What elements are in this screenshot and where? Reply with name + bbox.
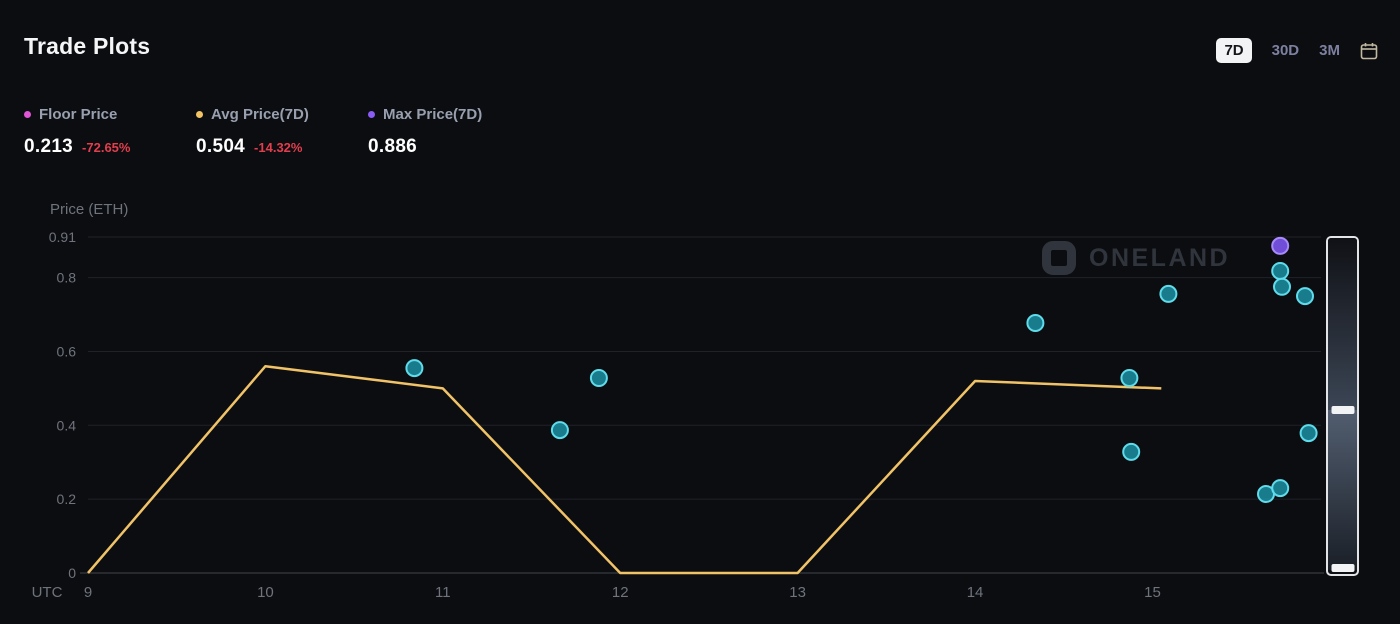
max-price-label: Max Price(7D) — [383, 106, 483, 123]
max-price-dot-icon — [368, 111, 375, 118]
trade-point[interactable] — [1026, 314, 1045, 332]
avg-price-label: Avg Price(7D) — [211, 106, 309, 123]
trade-point[interactable] — [1159, 284, 1178, 303]
avg-price-change: -14.32% — [254, 140, 303, 155]
datazoom-selected-range[interactable] — [1328, 410, 1357, 570]
calendar-button[interactable] — [1360, 42, 1378, 60]
legend: Floor Price 0.213 -72.65% Avg Price(7D) … — [24, 106, 506, 158]
x-tick-label: 15 — [1144, 584, 1161, 601]
y-tick-label: 0.4 — [57, 417, 77, 433]
legend-item-avg-price[interactable]: Avg Price(7D) 0.504 -14.32% — [196, 106, 334, 158]
trade-point[interactable] — [1273, 277, 1291, 296]
trade-point[interactable] — [550, 421, 569, 440]
y-tick-label: 0.2 — [57, 491, 77, 507]
avg-price-value: 0.504 — [196, 136, 246, 157]
legend-item-floor-price[interactable]: Floor Price 0.213 -72.65% — [24, 106, 162, 158]
max-price-point[interactable] — [1271, 236, 1290, 255]
y-tick-label: 0.8 — [57, 270, 77, 286]
x-tick-label: 9 — [84, 584, 92, 601]
page-title: Trade Plots — [24, 33, 151, 59]
trade-point[interactable] — [1271, 479, 1290, 498]
x-tick-label: 10 — [257, 584, 274, 601]
x-tick-label: 14 — [967, 584, 984, 601]
y-axis-title: Price (ETH) — [50, 201, 128, 218]
range-selector: 7D 30D 3M — [1216, 38, 1378, 63]
floor-price-change: -72.65% — [82, 140, 131, 155]
calendar-icon — [1360, 42, 1378, 59]
watermark-text: ONELAND — [1089, 243, 1231, 272]
datazoom-handle-top[interactable] — [1331, 406, 1354, 414]
oneland-logo-icon — [1042, 241, 1076, 275]
trade-point[interactable] — [1299, 424, 1318, 443]
datazoom-slider[interactable] — [1326, 236, 1359, 576]
y-tick-label: 0.6 — [57, 343, 77, 359]
range-30d-button[interactable]: 30D — [1271, 42, 1300, 59]
range-7d-button[interactable]: 7D — [1216, 38, 1252, 63]
floor-price-dot-icon — [24, 111, 31, 118]
x-tick-label: 13 — [789, 584, 806, 601]
trade-point[interactable] — [1271, 262, 1290, 280]
trade-point[interactable] — [405, 359, 424, 378]
y-tick-label: 0 — [68, 565, 76, 581]
x-tick-label: 11 — [435, 584, 451, 601]
trade-point[interactable] — [589, 369, 608, 387]
x-axis-unit-label: UTC — [32, 584, 63, 601]
trade-point[interactable] — [1120, 369, 1139, 387]
datazoom-track-upper[interactable] — [1328, 238, 1357, 410]
avg-price-line — [87, 364, 1162, 575]
avg-price-dot-icon — [196, 111, 203, 118]
x-tick-label: 12 — [612, 584, 629, 601]
y-tick-label: 0.91 — [49, 229, 76, 245]
floor-price-value: 0.213 — [24, 136, 74, 157]
oneland-watermark: ONELAND — [1042, 241, 1230, 275]
range-3m-button[interactable]: 3M — [1319, 42, 1340, 59]
max-price-value: 0.886 — [368, 136, 418, 157]
trade-point[interactable] — [1122, 442, 1141, 461]
floor-price-label: Floor Price — [39, 106, 118, 123]
trade-point[interactable] — [1296, 287, 1314, 306]
datazoom-handle-bottom[interactable] — [1331, 564, 1354, 572]
legend-item-max-price[interactable]: Max Price(7D) 0.886 — [368, 106, 506, 158]
